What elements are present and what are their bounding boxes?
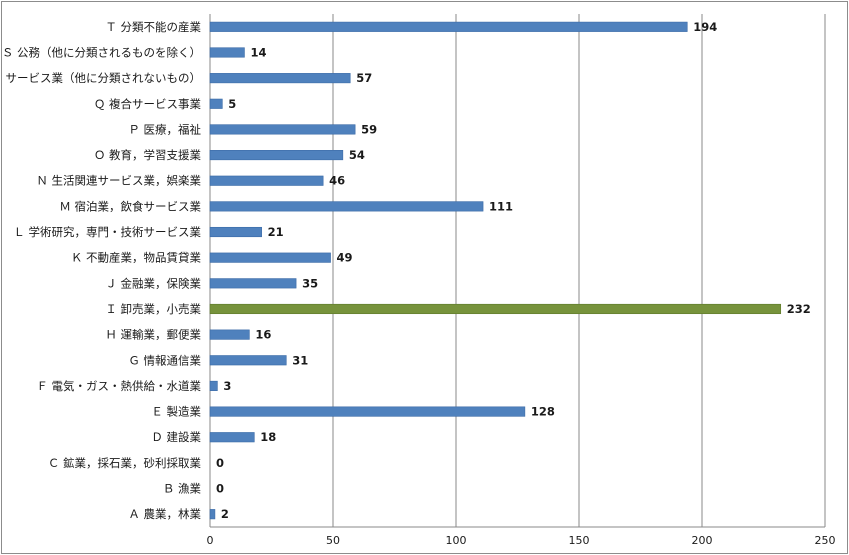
category-label: Ｏ 教育，学習支援業 <box>94 148 202 162</box>
category-label: Ｎ 生活関連サービス業，娯楽業 <box>36 174 201 188</box>
bar <box>209 226 262 238</box>
value-label: 31 <box>292 353 308 367</box>
value-label: 59 <box>361 122 377 136</box>
category-label: Ｓ 公務（他に分類されるものを除く） <box>2 45 201 59</box>
value-label: 3 <box>223 379 231 393</box>
category-label: Ｍ 宿泊業，飲食サービス業 <box>59 199 201 213</box>
category-label: Ｄ 建設業 <box>151 430 201 444</box>
x-axis-ticks: 0 50 100 150 200 250 <box>207 534 836 547</box>
bar <box>209 380 218 391</box>
value-label: 49 <box>337 251 353 265</box>
bar <box>209 21 688 32</box>
x-tick-label: 0 <box>207 534 214 547</box>
value-label: 35 <box>302 276 318 290</box>
bar <box>209 98 223 109</box>
category-label: Ｐ 医療，福祉 <box>128 122 201 136</box>
category-label: Ｑ 複合サービス事業 <box>94 97 202 111</box>
category-label: Ｈ 運輸業，郵便業 <box>105 328 201 342</box>
category-label: Ｃ 鉱業，採石業，砂利採取業 <box>48 456 202 470</box>
category-label: Ｆ 電気・ガス・熱供給・水道業 <box>36 379 201 393</box>
value-labels: 194 14 57 5 59 54 46 111 21 49 35 232 16 31 3 128 18 0 0 2 <box>216 20 811 521</box>
value-label: 2 <box>221 507 229 521</box>
category-label: Ｋ 不動産業，物品賃貸業 <box>71 251 202 265</box>
value-label: 18 <box>260 430 276 444</box>
value-label: 54 <box>349 148 365 162</box>
bars <box>209 21 782 520</box>
value-label: 194 <box>693 20 717 34</box>
category-label: Ｔ 分類不能の産業 <box>105 20 201 34</box>
value-label: 5 <box>228 97 236 111</box>
bar <box>209 201 484 212</box>
category-label: Ｌ 学術研究，専門・技術サービス業 <box>13 225 201 239</box>
category-labels: Ｔ 分類不能の産業 Ｓ 公務（他に分類されるものを除く） Ｒ サービス業（他に分類さ… <box>2 20 201 521</box>
category-label: Ｊ 金融業，保険業 <box>105 276 201 290</box>
bar <box>209 303 782 315</box>
bar <box>209 150 344 161</box>
gridlines <box>209 14 826 528</box>
bar <box>209 73 351 84</box>
x-tick-label: 100 <box>446 534 467 547</box>
x-tick-label: 200 <box>692 534 713 547</box>
value-label: 46 <box>329 174 345 188</box>
value-label: 128 <box>531 405 555 419</box>
value-label: 21 <box>268 225 284 239</box>
x-tick-label: 250 <box>815 534 836 547</box>
bar <box>209 175 324 186</box>
value-label: 232 <box>787 302 811 316</box>
bar <box>209 252 331 263</box>
bar <box>209 278 297 289</box>
category-label: Ｒ サービス業（他に分類されないもの） <box>2 71 201 85</box>
value-label: 0 <box>216 456 224 470</box>
value-label: 57 <box>356 71 372 85</box>
category-label: Ｂ 漁業 <box>163 482 202 496</box>
value-label: 14 <box>250 45 266 59</box>
x-tick-label: 50 <box>326 534 340 547</box>
category-label: Ｅ 製造業 <box>151 405 201 419</box>
bar <box>209 432 255 443</box>
bar <box>209 47 245 58</box>
category-label: Ｉ 卸売業，小売業 <box>105 302 201 316</box>
x-tick-label: 150 <box>569 534 590 547</box>
bar <box>209 329 250 340</box>
bar <box>209 509 216 520</box>
value-label: 0 <box>216 482 224 496</box>
bar <box>209 355 287 366</box>
category-label: Ｇ 情報通信業 <box>128 353 201 367</box>
bar <box>209 406 526 417</box>
value-label: 111 <box>489 199 513 213</box>
bar <box>209 124 356 135</box>
category-label: Ａ 農業，林業 <box>128 507 201 521</box>
value-label: 16 <box>255 328 271 342</box>
